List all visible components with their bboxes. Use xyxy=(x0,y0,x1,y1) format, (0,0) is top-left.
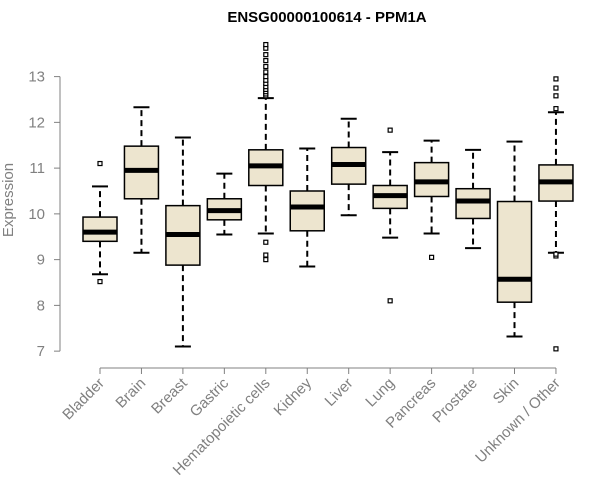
box xyxy=(82,216,118,243)
outlier-point xyxy=(553,76,559,82)
y-tick-label: 8 xyxy=(37,297,45,314)
box-group xyxy=(165,136,201,348)
box-group xyxy=(455,148,491,250)
outlier-point xyxy=(387,298,393,304)
outlier-point xyxy=(553,93,559,99)
outlier-point xyxy=(553,85,559,91)
box-group xyxy=(372,127,408,304)
x-tick-label: Prostate xyxy=(429,375,481,427)
box-group xyxy=(413,139,450,260)
outlier-point xyxy=(263,57,269,64)
x-tick-label: Kidney xyxy=(271,374,316,419)
outlier-point xyxy=(263,69,269,75)
box-group xyxy=(496,140,533,338)
y-tick-label: 13 xyxy=(28,69,45,86)
boxes xyxy=(82,41,574,352)
x-tick-label: Liver xyxy=(322,375,357,410)
outlier-point xyxy=(553,251,559,257)
box-group xyxy=(289,147,325,268)
x-tick-label: Lung xyxy=(362,375,398,411)
outlier-point xyxy=(263,52,269,58)
x-tick-label: Bladder xyxy=(59,375,108,424)
box xyxy=(455,187,491,220)
outlier-point xyxy=(97,160,103,167)
x-tick-label: Breast xyxy=(148,374,191,417)
box-group xyxy=(206,172,243,236)
y-tick-label: 11 xyxy=(29,160,45,177)
outlier-point xyxy=(263,63,269,70)
y-tick-label: 12 xyxy=(28,114,45,131)
outlier-point xyxy=(263,257,269,263)
box-group xyxy=(82,160,118,285)
x-tick-label: Skin xyxy=(490,375,523,408)
box-group xyxy=(330,117,367,217)
y-tick-label: 7 xyxy=(37,343,45,360)
outlier-point xyxy=(387,127,393,133)
box xyxy=(496,200,533,303)
y-axis: 7 8 9 10 11 12 13 xyxy=(28,69,61,360)
y-tick-label: 10 xyxy=(28,206,45,223)
outlier-point xyxy=(553,346,559,352)
outlier-point xyxy=(263,239,269,245)
outlier-point xyxy=(263,41,269,48)
outlier-point xyxy=(553,106,559,112)
outlier-point xyxy=(429,254,435,260)
box-group xyxy=(123,106,160,254)
x-tick-label: Brain xyxy=(112,375,149,412)
box-group xyxy=(248,41,284,263)
outlier-point xyxy=(263,74,269,80)
outlier-point xyxy=(97,278,103,285)
box xyxy=(289,190,325,232)
chart-title: ENSG00000100614 - PPM1A xyxy=(227,9,426,26)
y-tick-label: 9 xyxy=(37,252,45,269)
box-group xyxy=(538,76,574,352)
outlier-point xyxy=(263,252,269,258)
y-axis-label: Expression xyxy=(0,163,17,237)
